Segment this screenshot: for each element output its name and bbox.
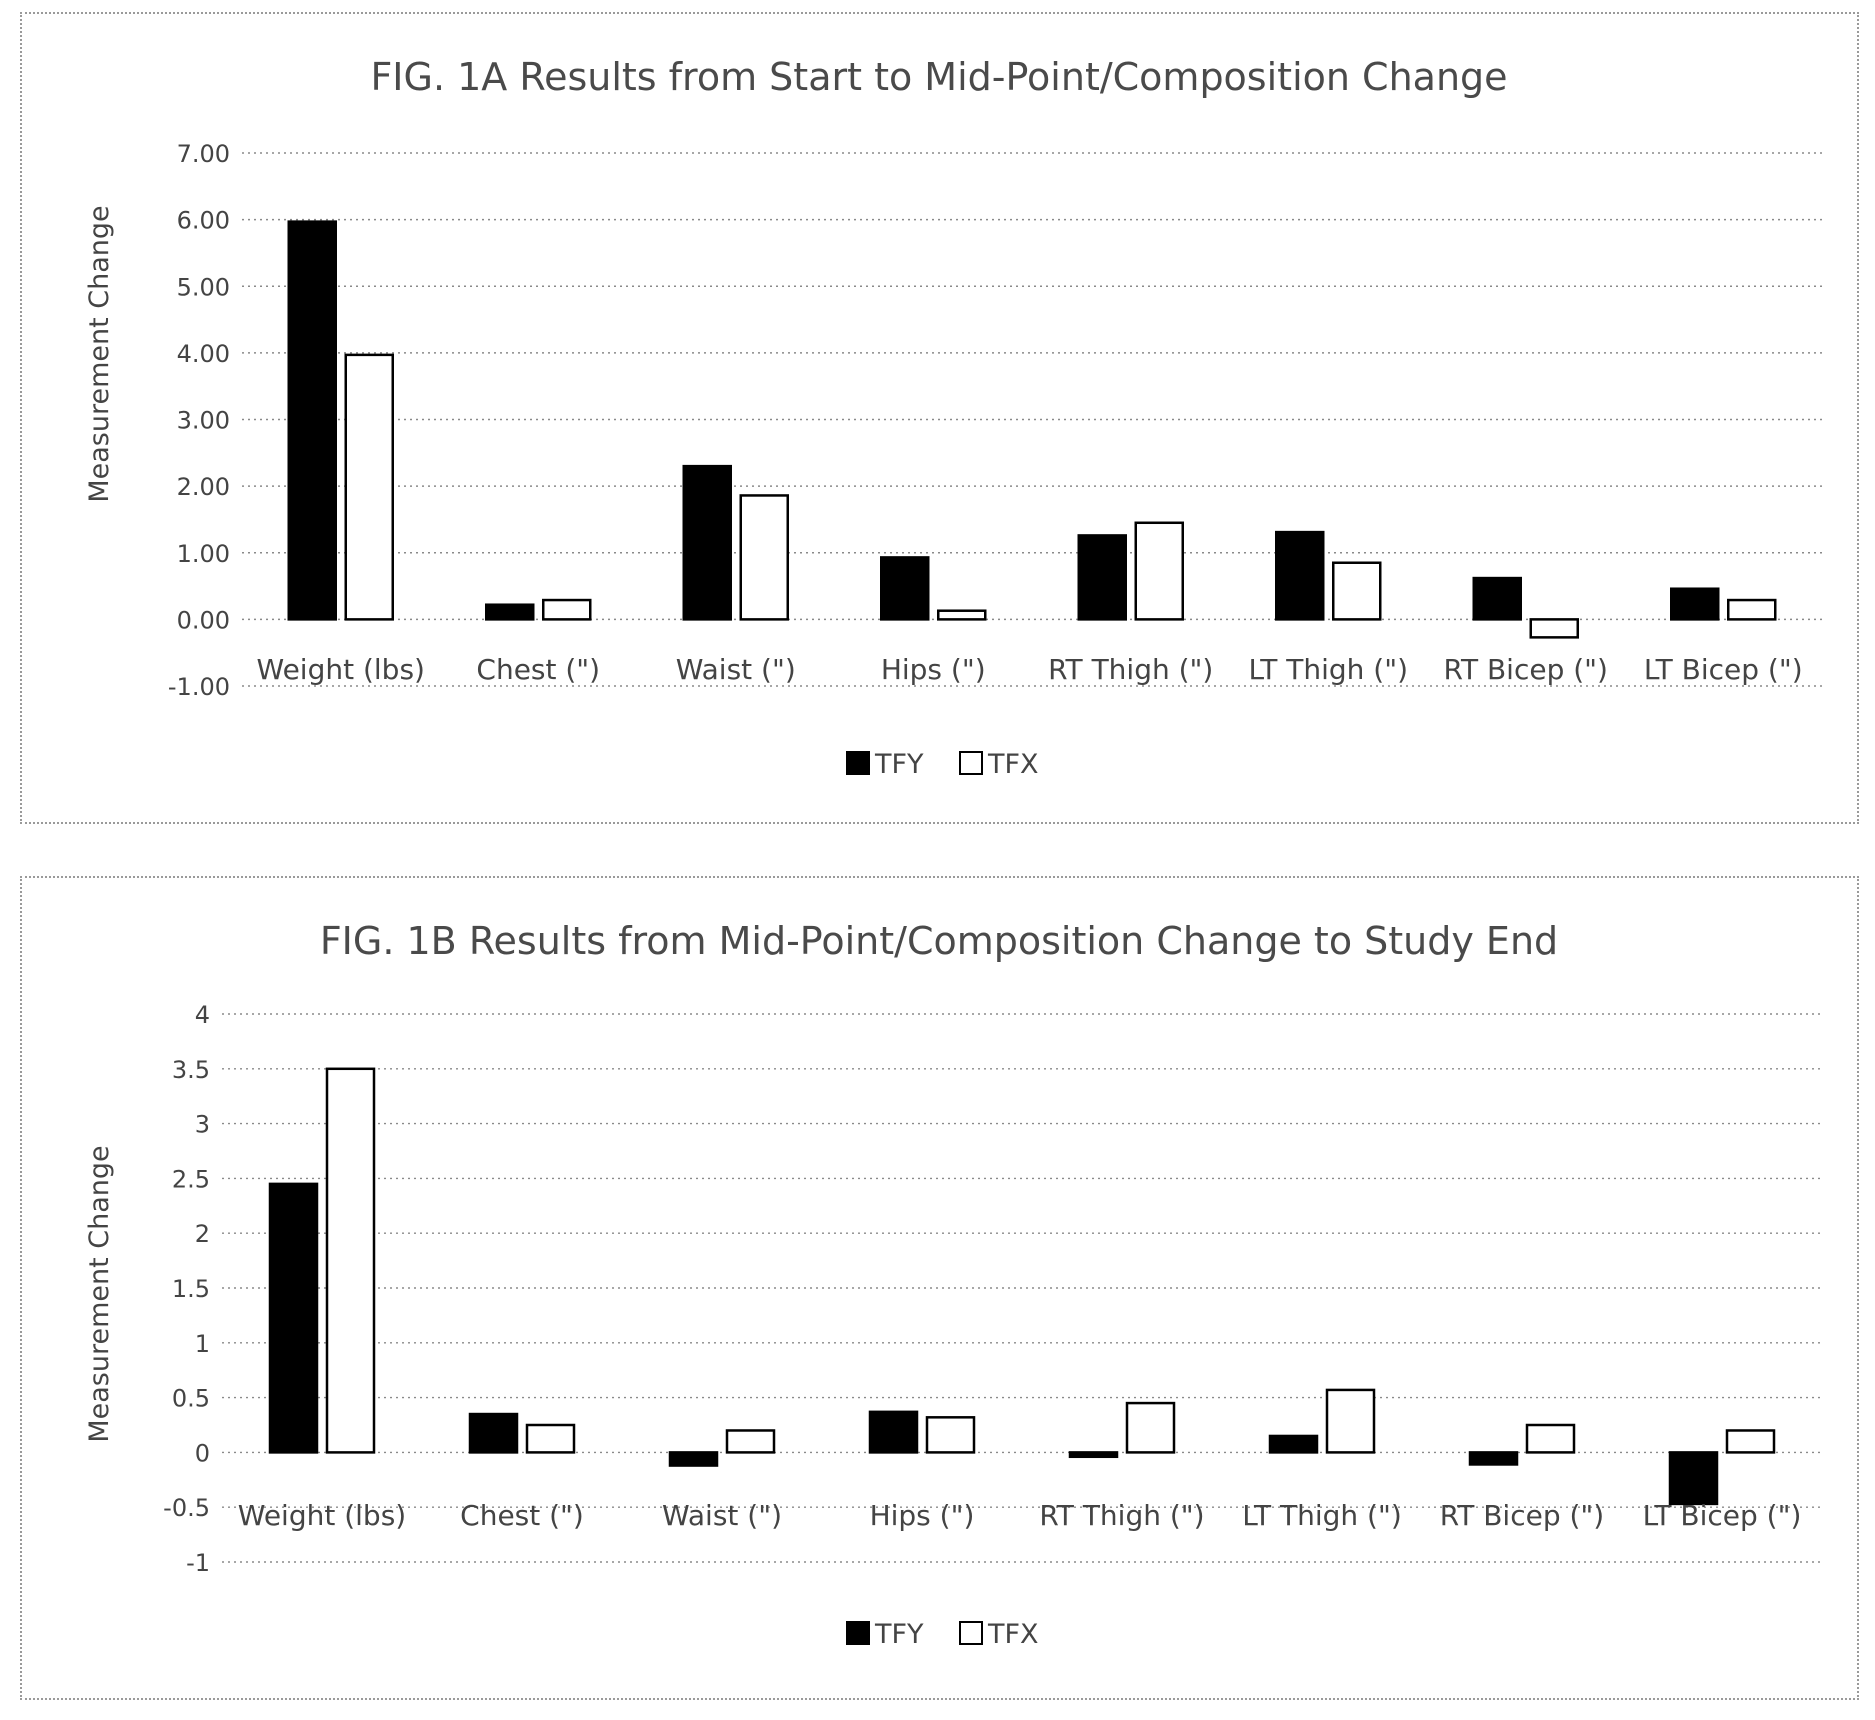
chart-title: FIG. 1B Results from Mid-Point/Compositi… [320, 919, 1558, 963]
legend-swatch-tfx [959, 751, 983, 775]
y-tick-label: -0.5 [163, 1494, 210, 1522]
bar-tfy-7 [1668, 1451, 1719, 1506]
bar-tfx-7 [1727, 598, 1777, 621]
x-category-label: Hips (") [870, 1499, 975, 1532]
y-tick-label: 0.00 [177, 606, 230, 634]
chart-title: FIG. 1A Results from Start to Mid-Point/… [370, 55, 1507, 99]
y-tick-label: 2.5 [172, 1165, 210, 1193]
bar-tfy-1 [468, 1412, 519, 1454]
bar-tfx-2 [725, 1429, 776, 1454]
bar-tfy-6 [1468, 1451, 1519, 1466]
x-category-label: LT Bicep (") [1643, 1499, 1802, 1532]
y-tick-label: -1 [186, 1549, 210, 1577]
x-category-label: Weight (lbs) [257, 653, 425, 686]
bar-tfx-6 [1525, 1423, 1576, 1454]
legend-swatch-tfy [846, 751, 870, 775]
legend-swatch-tfy [846, 1621, 870, 1645]
x-category-label: Waist (") [676, 653, 796, 686]
x-category-label: LT Thigh (") [1242, 1499, 1402, 1532]
chart-panel-fig-1a: FIG. 1A Results from Start to Mid-Point/… [20, 12, 1859, 824]
x-category-label: RT Thigh (") [1048, 653, 1213, 686]
legend-label-tfx: TFX [987, 1619, 1039, 1650]
bar-tfx-5 [1325, 1388, 1376, 1454]
bar-tfy-7 [1670, 587, 1720, 621]
bar-tfy-5 [1268, 1434, 1319, 1454]
chart-panel-fig-1b: FIG. 1B Results from Mid-Point/Compositi… [20, 876, 1859, 1700]
y-tick-label: 4 [195, 1001, 210, 1029]
bar-tfx-4 [1134, 521, 1184, 621]
bar-tfy-0 [287, 220, 337, 621]
x-category-label: Weight (lbs) [238, 1499, 406, 1532]
y-tick-label: 3 [195, 1111, 210, 1139]
y-tick-label: 1 [195, 1330, 210, 1358]
y-tick-label: 5.00 [177, 273, 230, 301]
bar-tfy-4 [1068, 1451, 1119, 1459]
y-axis-label: Measurement Change [84, 1145, 115, 1442]
bar-tfx-3 [925, 1416, 976, 1454]
bar-tfy-4 [1077, 534, 1127, 621]
bar-tfx-1 [525, 1423, 576, 1454]
y-tick-label: 1.00 [177, 540, 230, 568]
legend: TFY TFX [846, 1619, 1039, 1650]
bar-tfx-0 [325, 1067, 376, 1454]
x-category-label: LT Bicep (") [1644, 653, 1803, 686]
x-category-label: Waist (") [662, 1499, 782, 1532]
bar-tfx-3 [937, 609, 987, 621]
bar-tfy-1 [485, 603, 535, 621]
bar-tfx-7 [1725, 1429, 1776, 1454]
bar-tfy-2 [682, 464, 732, 621]
y-tick-label: 7.00 [177, 140, 230, 168]
y-tick-label: 2 [195, 1220, 210, 1248]
y-tick-label: 0 [195, 1439, 210, 1467]
bar-tfx-5 [1332, 561, 1382, 621]
y-tick-label: -1.00 [168, 673, 230, 701]
x-category-label: Chest (") [476, 653, 600, 686]
x-category-label: LT Thigh (") [1248, 653, 1408, 686]
bar-tfy-3 [880, 556, 930, 621]
x-category-label: RT Thigh (") [1039, 1499, 1204, 1532]
chart-fig-1a: FIG. 1A Results from Start to Mid-Point/… [84, 55, 1822, 780]
y-tick-label: 3.5 [172, 1056, 210, 1084]
x-category-label: RT Bicep (") [1444, 653, 1608, 686]
y-tick-label: 3.00 [177, 407, 230, 435]
bar-tfy-6 [1472, 576, 1522, 621]
bar-tfx-2 [739, 494, 789, 621]
bar-tfx-0 [344, 353, 394, 621]
y-tick-label: 1.5 [172, 1275, 210, 1303]
legend-label-tfy: TFY [874, 749, 924, 780]
bar-tfx-6 [1529, 618, 1579, 639]
x-category-label: RT Bicep (") [1440, 1499, 1604, 1532]
bar-tfy-0 [268, 1182, 319, 1454]
bar-tfy-3 [868, 1410, 919, 1454]
bar-tfy-2 [668, 1451, 719, 1467]
y-tick-label: 2.00 [177, 473, 230, 501]
x-category-label: Chest (") [460, 1499, 584, 1532]
legend-swatch-tfx [959, 1621, 983, 1645]
y-tick-label: 4.00 [177, 340, 230, 368]
bar-tfx-1 [542, 598, 592, 621]
x-category-label: Hips (") [881, 653, 986, 686]
y-tick-label: 0.5 [172, 1385, 210, 1413]
chart-fig-1b: FIG. 1B Results from Mid-Point/Compositi… [84, 919, 1822, 1650]
y-axis-label: Measurement Change [84, 205, 115, 502]
bar-tfy-5 [1275, 530, 1325, 621]
legend-label-tfx: TFX [987, 749, 1039, 780]
bar-tfx-4 [1125, 1401, 1176, 1454]
legend-label-tfy: TFY [874, 1619, 924, 1650]
y-tick-label: 6.00 [177, 207, 230, 235]
legend: TFY TFX [846, 749, 1039, 780]
